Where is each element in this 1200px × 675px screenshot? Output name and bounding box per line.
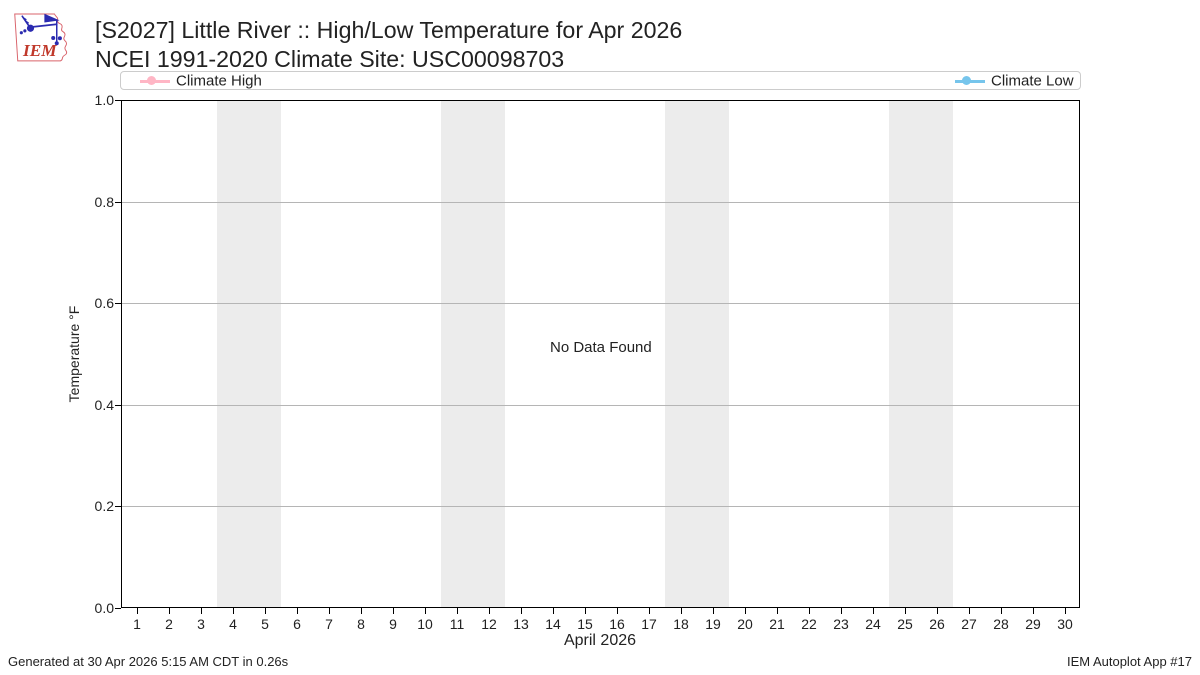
svg-text:IEM: IEM: [22, 41, 57, 60]
